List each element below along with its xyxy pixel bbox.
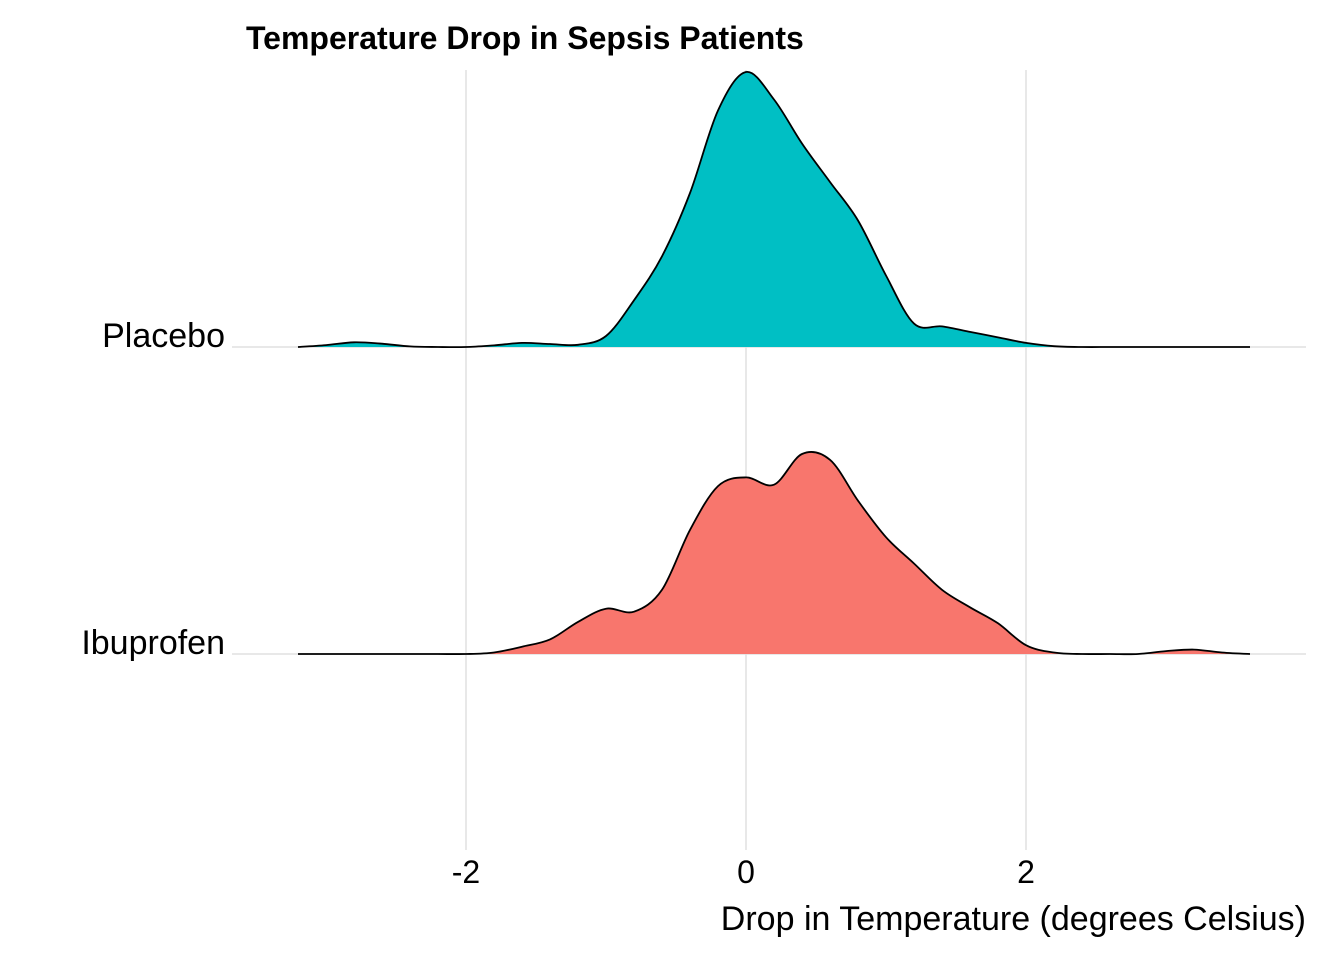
chart-title: Temperature Drop in Sepsis Patients xyxy=(246,20,804,56)
density-outline-ibuprofen xyxy=(298,451,1251,656)
y-category-label: Ibuprofen xyxy=(81,624,225,662)
density-outline-placebo xyxy=(297,71,1250,349)
y-category-label: Placebo xyxy=(102,317,225,355)
x-tick-label: -2 xyxy=(452,854,480,890)
density-layer xyxy=(297,71,1251,656)
x-tick-label: 2 xyxy=(1017,854,1035,890)
x-tick-label: 0 xyxy=(737,854,755,890)
label-layer: -2 0 2 Placebo Ibuprofen xyxy=(81,317,1035,890)
density-area-ibuprofen xyxy=(298,451,1250,655)
x-axis-title: Drop in Temperature (degrees Celsius) xyxy=(721,900,1306,938)
density-area-placebo xyxy=(298,71,1250,348)
